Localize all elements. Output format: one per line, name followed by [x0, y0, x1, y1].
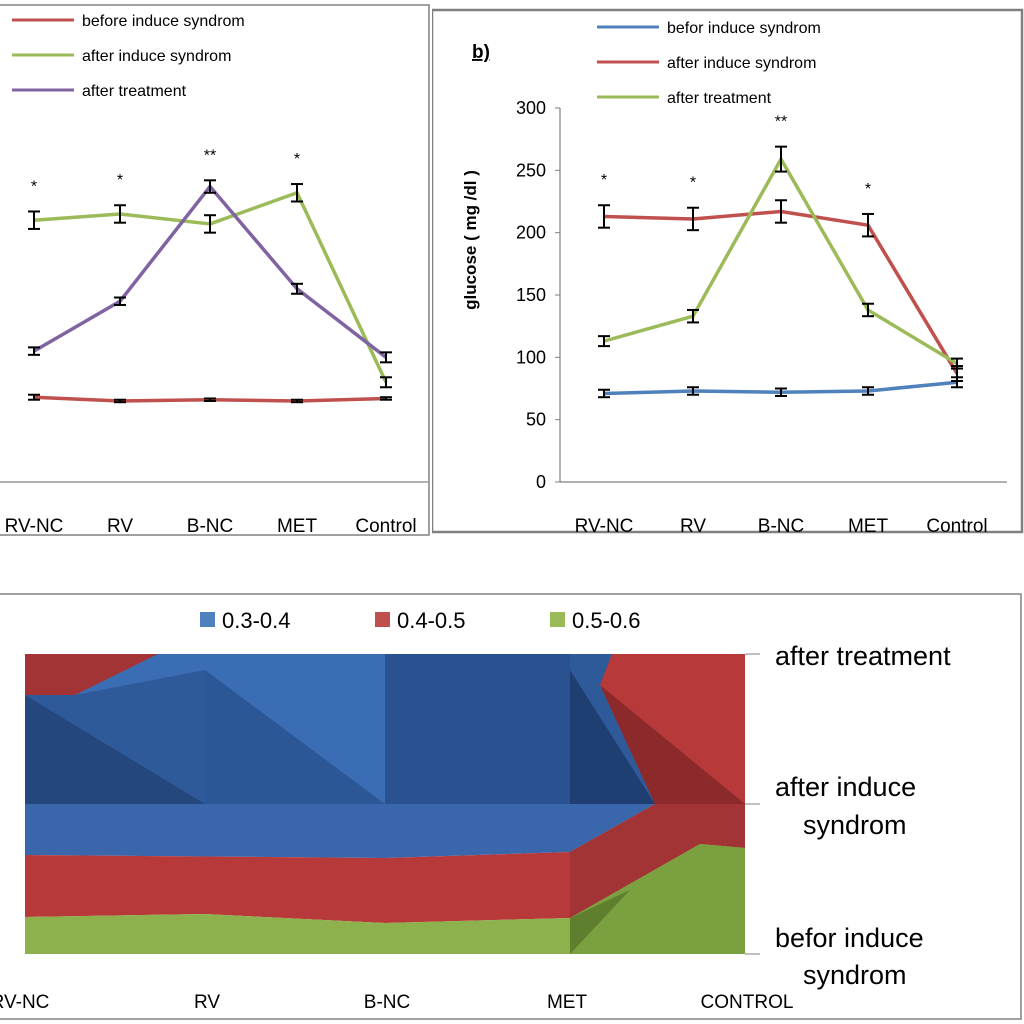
right-chart-frame — [432, 8, 1024, 534]
legend-swatch — [550, 612, 565, 627]
bottom-legend: 0.3-0.4 0.4-0.5 0.5-0.6 — [200, 608, 641, 633]
surface-facet-dark-1 — [25, 695, 205, 804]
right-legend: befor induce syndrom after induce syndrom… — [597, 20, 821, 107]
legend-label: after induce syndrom — [667, 55, 816, 72]
surface-row-labels: after treatment after induce syndrom befor … — [775, 641, 951, 990]
left-x-ticks: RV-NC RV B-NC MET Control — [5, 516, 417, 537]
y-tick-label: 300 — [516, 98, 546, 118]
legend-label: 0.3-0.4 — [222, 608, 291, 633]
surface-band-red-middle — [25, 804, 745, 923]
bottom-chart-frame — [0, 593, 1022, 1020]
category-label: B-NC — [364, 992, 410, 1013]
x-tick-label: B-NC — [187, 516, 233, 537]
surface-plot — [25, 653, 760, 955]
surface-facet-light-2 — [205, 670, 385, 804]
significance-marker: * — [601, 172, 607, 189]
series-line — [603, 157, 958, 366]
significance-marker: ** — [204, 147, 216, 164]
surface-band-blue-middle — [25, 804, 655, 858]
surface-facet-green-dark — [570, 844, 745, 954]
surface-facet-dark-red — [600, 685, 745, 804]
series-line — [603, 209, 959, 375]
surface-facet-red-right — [570, 804, 745, 918]
surface-facet-dark-2 — [385, 654, 570, 804]
row-label: syndrom — [803, 960, 907, 990]
x-tick-label: RV-NC — [5, 516, 64, 537]
left-chart-frame — [0, 4, 430, 536]
legend-label: after treatment — [82, 83, 187, 100]
right-x-ticks: RV-NC RV B-NC MET Control — [575, 516, 988, 537]
x-tick-label: MET — [277, 516, 318, 537]
legend-swatch — [200, 612, 215, 627]
x-tick-label: Control — [355, 516, 416, 537]
x-tick-label: RV — [107, 516, 133, 537]
bottom-surface-chart: 0.3-0.4 0.4-0.5 0.5-0.6 after treatmentaft… — [0, 593, 1022, 1020]
category-label: MET — [547, 992, 588, 1013]
x-tick-label: B-NC — [758, 516, 804, 537]
legend-label: 0.4-0.5 — [397, 608, 466, 633]
y-axis-label: glucose ( mg /dl ) — [461, 170, 480, 310]
row-label: after treatment — [775, 641, 951, 671]
significance-marker: * — [690, 175, 696, 192]
y-tick-label: 150 — [516, 285, 546, 305]
panel-b-label: b) — [472, 42, 490, 63]
category-label: RV-NC — [0, 992, 49, 1013]
legend-label: befor induce syndrom — [667, 20, 821, 37]
category-label: RV — [194, 992, 220, 1013]
significance-marker: ** — [775, 114, 787, 131]
surface-facet-dark-3 — [570, 670, 655, 804]
legend-label: after treatment — [667, 90, 772, 107]
x-tick-label: RV — [680, 516, 706, 537]
surface-category-labels: RV-NC RV B-NC MET CONTROL — [0, 992, 793, 1013]
y-tick-label: 100 — [516, 347, 546, 367]
legend-label: after induce syndrom — [82, 48, 231, 65]
right-line-chart: b) glucose ( mg /dl ) 0 50 100 150 200 250 300… — [432, 8, 1024, 537]
left-series-group: * *** * — [28, 147, 392, 404]
right-series-group: * **** — [598, 114, 963, 399]
row-label: after induce — [775, 772, 916, 802]
legend-swatch — [375, 612, 390, 627]
category-label: CONTROL — [701, 992, 794, 1013]
surface-facet-green-shadow — [570, 890, 630, 954]
surface-band-red-top-right — [600, 654, 745, 804]
left-line-chart: before induce syndrom after induce syndro… — [0, 4, 430, 537]
significance-marker: * — [31, 178, 37, 195]
significance-marker: * — [117, 172, 123, 189]
row-label: befor induce — [775, 923, 924, 953]
surface-band-red-top-left — [25, 654, 158, 695]
x-tick-label: Control — [926, 516, 987, 537]
y-tick-label: 50 — [526, 410, 546, 430]
row-label: syndrom — [803, 810, 907, 840]
left-legend: before induce syndrom after induce syndro… — [12, 13, 245, 100]
y-tick-label: 200 — [516, 223, 546, 243]
legend-label: 0.5-0.6 — [572, 608, 641, 633]
significance-marker: * — [865, 181, 871, 198]
legend-label: before induce syndrom — [82, 13, 245, 30]
x-tick-label: RV-NC — [575, 516, 634, 537]
surface-band-green-bottom — [25, 844, 745, 954]
y-tick-label: 250 — [516, 160, 546, 180]
y-tick-label: 0 — [536, 472, 546, 492]
right-y-ticks: 0 50 100 150 200 250 300 — [516, 98, 560, 492]
x-tick-label: MET — [848, 516, 889, 537]
significance-marker: * — [294, 151, 300, 168]
